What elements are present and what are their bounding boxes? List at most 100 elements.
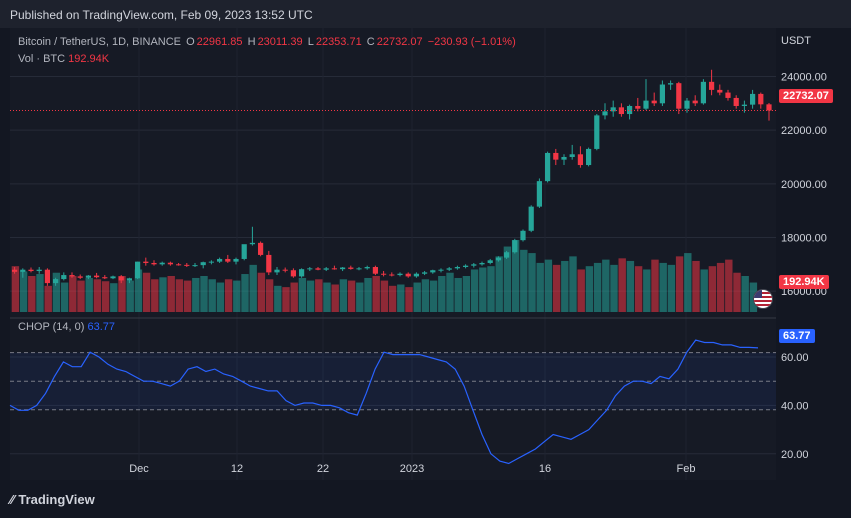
volume-bar xyxy=(183,280,192,312)
symbol-name[interactable]: Bitcoin / TetherUS, 1D, BINANCE xyxy=(18,36,182,48)
chop-label[interactable]: CHOP (14, 0) xyxy=(18,321,85,333)
volume-bar xyxy=(446,272,454,312)
candle-body xyxy=(274,269,280,273)
candle-body xyxy=(282,269,288,271)
close-value: 22732.07 xyxy=(376,36,423,48)
volume-bar xyxy=(306,280,315,312)
volume-bar xyxy=(380,280,389,312)
volume-bar xyxy=(142,272,151,312)
candle-body xyxy=(741,104,747,106)
low-label: L xyxy=(307,36,314,48)
candle-body xyxy=(405,273,411,277)
change-value: −230.93 (−1.01%) xyxy=(427,36,516,48)
candle-body xyxy=(102,277,108,279)
candle-body xyxy=(69,275,75,277)
volume-bar xyxy=(536,262,544,312)
volume-bar xyxy=(405,287,413,312)
volume-bar xyxy=(274,285,282,312)
candle-body xyxy=(659,84,665,104)
candle-body xyxy=(167,262,173,265)
volume-bar xyxy=(282,287,290,312)
volume-bar xyxy=(93,279,102,312)
volume-bar xyxy=(708,266,717,312)
volume-bar xyxy=(725,259,733,312)
candle-body xyxy=(126,278,132,281)
volume-bar xyxy=(692,260,700,312)
volume-bar xyxy=(101,281,110,312)
chop-tick-label: 20.00 xyxy=(781,449,809,461)
candle-body xyxy=(364,267,370,269)
candle-body xyxy=(577,154,583,166)
volume-bar xyxy=(511,240,520,312)
volume-bar xyxy=(552,264,561,312)
high-label: H xyxy=(247,36,256,48)
volume-bar xyxy=(339,279,348,312)
candle-body xyxy=(110,276,116,279)
volume-bar xyxy=(216,282,225,312)
volume-tag: 192.94K xyxy=(779,275,829,289)
candle-body xyxy=(553,152,559,160)
candle-body xyxy=(151,262,157,265)
price-tick-label: 22000.00 xyxy=(781,125,827,137)
time-axis-label: 22 xyxy=(317,463,329,475)
volume-bar xyxy=(77,280,85,312)
us-flag-graphic xyxy=(754,290,772,308)
candle-body xyxy=(430,270,436,273)
candle-body xyxy=(12,269,18,272)
tradingview-brand: TradingView xyxy=(18,492,95,507)
price-tick-label: 18000.00 xyxy=(781,232,827,244)
volume-label[interactable]: Vol · BTC xyxy=(18,53,66,65)
candle-body xyxy=(225,258,231,262)
volume-bar xyxy=(610,264,618,312)
candle-body xyxy=(520,230,526,241)
volume-bar xyxy=(520,249,528,312)
volume-bar xyxy=(241,274,249,312)
candle-body xyxy=(176,264,182,266)
time-axis-label: Feb xyxy=(677,463,696,475)
volume-bar xyxy=(192,277,200,312)
candle-body xyxy=(569,154,575,157)
candle-body xyxy=(28,269,34,272)
currency-label: USDT xyxy=(781,35,811,47)
volume-bar xyxy=(52,272,61,312)
price-tick-label: 24000.00 xyxy=(781,71,827,83)
candle-body xyxy=(85,275,91,278)
chop-value: 63.77 xyxy=(87,321,116,333)
time-axis-label: 16 xyxy=(539,463,551,475)
candle-body xyxy=(545,152,551,182)
us-flag-icon[interactable] xyxy=(753,289,773,309)
volume-bar xyxy=(315,279,323,312)
published-text: Published on TradingView.com, Feb 09, 20… xyxy=(10,8,313,22)
volume-bar xyxy=(347,280,356,312)
volume-bar xyxy=(700,269,708,312)
symbol-legend: Bitcoin / TetherUS, 1D, BINANCE O 22961.8… xyxy=(18,36,518,48)
volume-bar xyxy=(544,259,553,312)
tradingview-logo[interactable]: ⁄⁄ TradingView xyxy=(10,492,95,507)
volume-value: 192.94K xyxy=(68,53,110,65)
candle-body xyxy=(381,273,387,275)
volume-bar xyxy=(200,276,208,312)
volume-bar xyxy=(60,282,69,312)
time-axis-label: Dec xyxy=(129,463,149,475)
volume-bar xyxy=(290,282,298,312)
volume-bar xyxy=(298,277,307,312)
candle-body xyxy=(651,100,657,104)
volume-bar xyxy=(602,259,610,312)
volume-bar xyxy=(331,284,339,312)
volume-bar xyxy=(364,277,372,312)
chop-legend: CHOP (14, 0) 63.77 xyxy=(18,321,115,333)
chop-tag: 63.77 xyxy=(779,329,815,343)
candle-body xyxy=(758,93,764,105)
candle-body xyxy=(504,252,510,258)
candle-body xyxy=(348,267,354,269)
volume-bar xyxy=(69,276,77,312)
volume-bar xyxy=(421,279,430,312)
volume-bar xyxy=(249,264,257,312)
open-value: 22961.85 xyxy=(196,36,243,48)
candle-body xyxy=(266,254,272,273)
volume-bar xyxy=(659,262,667,312)
volume-bar xyxy=(118,276,126,312)
volume-bar xyxy=(44,285,52,312)
volume-bar xyxy=(561,260,569,312)
